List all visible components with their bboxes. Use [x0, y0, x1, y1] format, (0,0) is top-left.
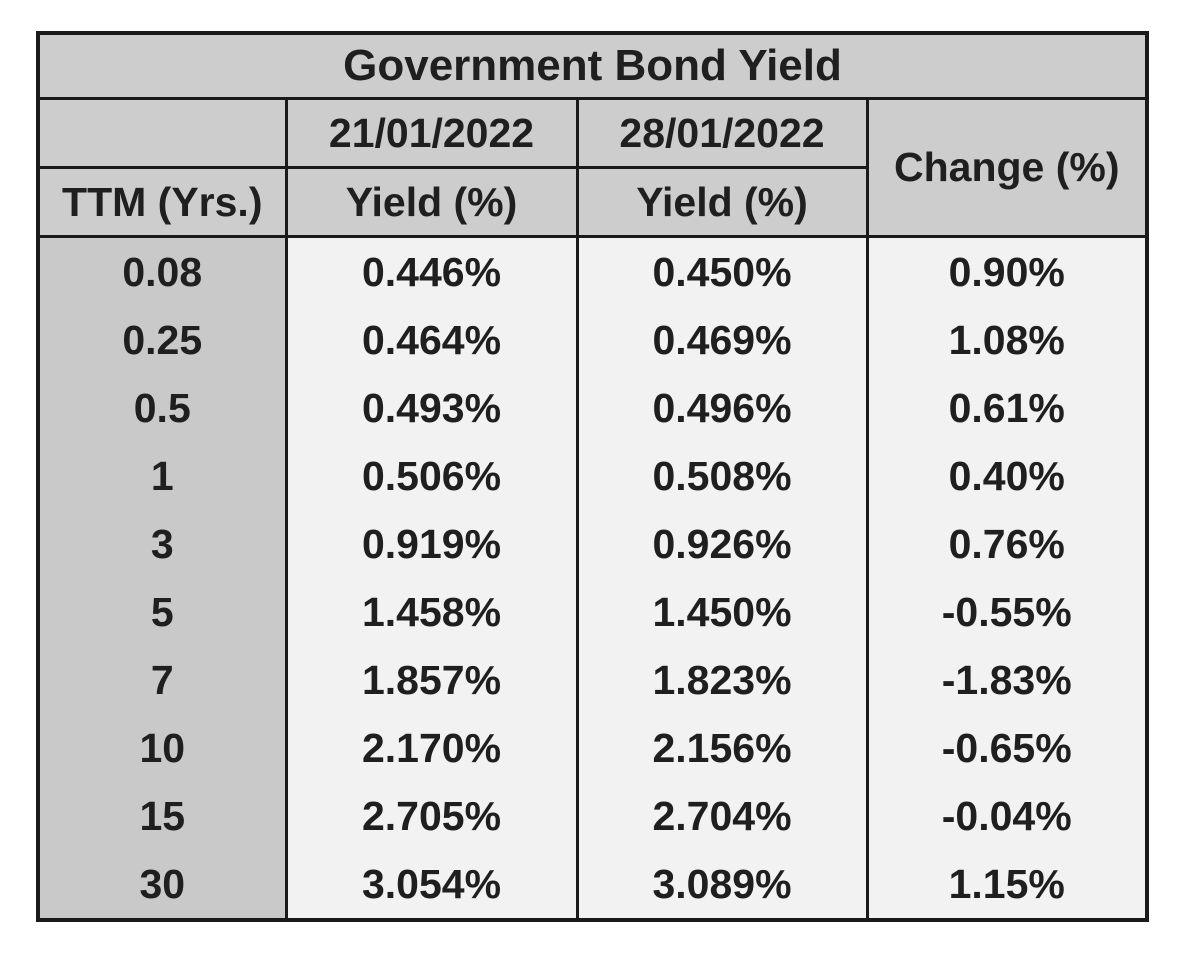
yield2-cell: 3.089% [575, 850, 869, 920]
yield1-cell: 0.506% [284, 442, 579, 510]
column-header-change: Change (%) [865, 97, 1149, 238]
change-cell: -1.83% [865, 646, 1149, 714]
change-cell: -0.65% [865, 714, 1149, 782]
header-row-labels: TTM (Yrs.) Yield (%) Yield (%) [36, 166, 1147, 238]
change-cell: -0.04% [865, 782, 1149, 850]
title-row: Government Bond Yield [36, 31, 1149, 100]
change-cell: 1.08% [865, 306, 1149, 374]
yield2-cell: 0.469% [575, 306, 869, 374]
yield2-cell: 2.156% [575, 714, 869, 782]
ttm-cell: 0.08 [36, 236, 288, 306]
table-row: 30 3.054% 3.089% 1.15% [36, 850, 1149, 920]
ttm-cell: 15 [36, 782, 288, 850]
column-header-yield-2: Yield (%) [575, 166, 869, 238]
table-row: 10 2.170% 2.156% -0.65% [36, 714, 1149, 782]
table-row: 5 1.458% 1.450% -0.55% [36, 578, 1149, 646]
ttm-cell: 0.5 [36, 374, 288, 442]
yield2-cell: 0.450% [575, 236, 869, 306]
yield2-cell: 0.508% [575, 442, 869, 510]
change-cell: 0.40% [865, 442, 1149, 510]
column-header-date-2: 28/01/2022 [575, 97, 869, 169]
table-title: Government Bond Yield [36, 31, 1149, 100]
ttm-cell: 0.25 [36, 306, 288, 374]
ttm-cell: 5 [36, 578, 288, 646]
table-row: 0.25 0.464% 0.469% 1.08% [36, 306, 1149, 374]
ttm-cell: 10 [36, 714, 288, 782]
bond-yield-table: Government Bond Yield 21/01/2022 28/01/2… [36, 31, 1149, 922]
yield2-cell: 0.496% [575, 374, 869, 442]
table-row: 1 0.506% 0.508% 0.40% [36, 442, 1149, 510]
change-cell: 0.61% [865, 374, 1149, 442]
table-row: 15 2.705% 2.704% -0.04% [36, 782, 1149, 850]
yield1-cell: 1.458% [284, 578, 579, 646]
column-header-date-1: 21/01/2022 [284, 97, 579, 169]
table-row: 3 0.919% 0.926% 0.76% [36, 510, 1149, 578]
yield2-cell: 2.704% [575, 782, 869, 850]
change-cell: 0.90% [865, 236, 1149, 306]
change-cell: 1.15% [865, 850, 1149, 920]
ttm-cell: 30 [36, 850, 288, 920]
yield1-cell: 2.705% [284, 782, 579, 850]
column-header-yield-1: Yield (%) [284, 166, 579, 238]
yield1-cell: 2.170% [284, 714, 579, 782]
table-row: 7 1.857% 1.823% -1.83% [36, 646, 1149, 714]
ttm-cell: 7 [36, 646, 288, 714]
yield2-cell: 1.823% [575, 646, 869, 714]
ttm-cell: 1 [36, 442, 288, 510]
yield1-cell: 0.446% [284, 236, 579, 306]
yield1-cell: 3.054% [284, 850, 579, 920]
header-row-dates: 21/01/2022 28/01/2022 Change (%) [36, 97, 1149, 238]
yield1-cell: 1.857% [284, 646, 579, 714]
ttm-cell: 3 [36, 510, 288, 578]
yield2-cell: 0.926% [575, 510, 869, 578]
change-cell: 0.76% [865, 510, 1149, 578]
table-row: 0.08 0.446% 0.450% 0.90% [36, 236, 1149, 306]
yield1-cell: 0.464% [284, 306, 579, 374]
corner-cell [36, 97, 288, 169]
yield2-cell: 1.450% [575, 578, 869, 646]
yield1-cell: 0.493% [284, 374, 579, 442]
yield1-cell: 0.919% [284, 510, 579, 578]
change-cell: -0.55% [865, 578, 1149, 646]
column-header-ttm: TTM (Yrs.) [36, 166, 288, 238]
table-row: 0.5 0.493% 0.496% 0.61% [36, 374, 1149, 442]
